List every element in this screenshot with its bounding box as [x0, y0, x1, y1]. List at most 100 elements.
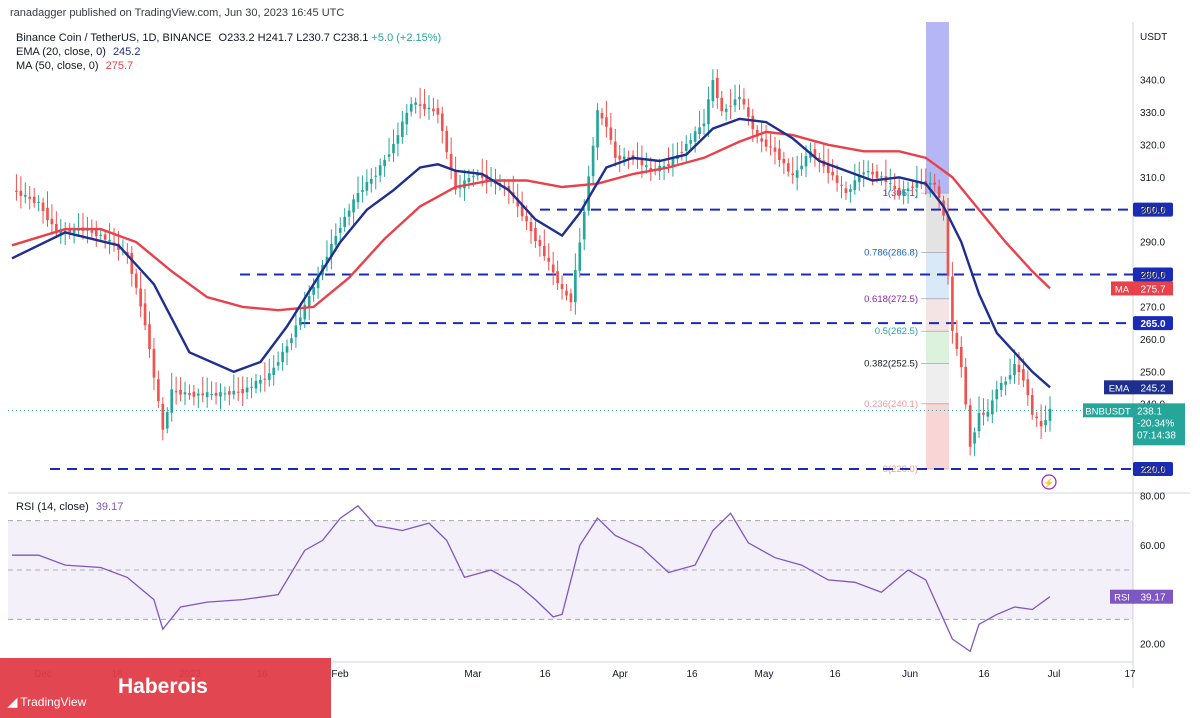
- candle-body: [165, 411, 169, 429]
- candle-body: [871, 171, 874, 175]
- candle-body: [786, 163, 790, 172]
- price-tick-label: 220.0: [1140, 465, 1165, 476]
- candle-body: [285, 346, 289, 353]
- price-tick-label: 310.0: [1140, 173, 1165, 184]
- candle-body: [347, 210, 351, 217]
- candle-body: [28, 196, 32, 199]
- candle-body: [387, 154, 391, 157]
- time-tick-label: Feb: [331, 669, 349, 680]
- candle-body: [436, 108, 440, 115]
- level-tag-label: 265.0: [1140, 319, 1165, 330]
- candle-body: [618, 155, 622, 160]
- candle-body: [254, 380, 258, 389]
- fib-level-label: 0.786(286.8): [864, 247, 918, 258]
- candle-body: [299, 317, 302, 326]
- candle-body: [769, 146, 772, 148]
- candle-body: [818, 157, 821, 160]
- candle-body: [640, 159, 644, 166]
- candle-body: [951, 276, 954, 332]
- close-value: C238.1: [332, 32, 369, 44]
- candle-body: [250, 386, 253, 388]
- candle-body: [959, 346, 963, 368]
- candle-body: [205, 392, 209, 398]
- candle-body: [1039, 420, 1043, 427]
- candle-body: [480, 175, 484, 178]
- candle-body: [880, 176, 883, 178]
- price-tick-label: 290.0: [1140, 238, 1165, 249]
- candle-body: [755, 129, 759, 137]
- candle-body: [520, 204, 524, 217]
- price-tag-change: -20.34%: [1137, 418, 1174, 429]
- ma-legend[interactable]: MA (50, close, 0) 275.7: [16, 59, 133, 73]
- candle-body: [795, 170, 799, 178]
- candle-body: [986, 411, 990, 417]
- candle-body: [1048, 408, 1052, 421]
- candle-body: [534, 228, 537, 242]
- rsi-line: [12, 505, 1051, 653]
- candle-body: [529, 222, 533, 232]
- candle-body: [423, 103, 426, 110]
- candle-body: [392, 143, 395, 154]
- candle-body: [627, 157, 630, 159]
- candle-body: [574, 269, 577, 303]
- candle-body: [578, 242, 582, 271]
- price-tick-label: 270.0: [1140, 302, 1165, 313]
- candle-body: [999, 382, 1003, 391]
- candle-body: [516, 198, 520, 207]
- candle-body: [738, 97, 741, 100]
- symbol-name: Binance Coin / TetherUS, 1D, BINANCE: [16, 32, 212, 44]
- rsi-value-box: [1133, 589, 1173, 604]
- price-tick-label: 280.0: [1140, 270, 1165, 281]
- candle-body: [267, 373, 271, 380]
- candle-body: [99, 234, 103, 236]
- candle-body: [23, 194, 27, 197]
- candle-body: [667, 163, 670, 167]
- level-tag-label: 220.0: [1140, 465, 1165, 476]
- ema-legend[interactable]: EMA (20, close, 0) 245.2: [16, 45, 140, 59]
- candle-body: [698, 127, 701, 135]
- candle-body: [1044, 420, 1047, 426]
- candle-body: [844, 188, 848, 194]
- candle-body: [214, 392, 218, 396]
- candle-body: [405, 112, 409, 125]
- change-value: +5.0 (+2.15%): [371, 32, 442, 44]
- candle-body: [152, 348, 156, 378]
- candle-body: [139, 288, 142, 307]
- candle-body: [374, 175, 378, 177]
- low-value: L230.7: [296, 32, 330, 44]
- candle-body: [148, 324, 151, 349]
- level-tag-280.0: [1133, 267, 1173, 282]
- candle-body: [245, 387, 249, 393]
- candle-body: [223, 393, 227, 395]
- candle-body: [702, 123, 706, 127]
- candle-body: [862, 172, 866, 175]
- tradingview-icon: ◢: [8, 695, 18, 709]
- candle-body: [134, 273, 138, 288]
- candle-body: [715, 77, 719, 98]
- candle-body: [228, 391, 231, 395]
- ma-value: 275.7: [105, 60, 134, 72]
- candle-body: [671, 158, 675, 166]
- candle-body: [835, 175, 839, 184]
- candle-body: [338, 228, 342, 233]
- candle-body: [800, 165, 803, 170]
- time-tick-label: 17: [1124, 669, 1136, 680]
- high-value: H241.7: [257, 32, 294, 44]
- candle-body: [747, 107, 750, 117]
- candle-body: [587, 176, 590, 211]
- price-tick-label: 300.0: [1140, 205, 1165, 216]
- candle-body: [982, 412, 985, 415]
- candle-body: [210, 393, 213, 395]
- candle-body: [1026, 379, 1030, 396]
- candle-body: [977, 413, 981, 432]
- candle-body: [325, 256, 329, 263]
- candle-body: [272, 367, 276, 375]
- candle-body: [1008, 375, 1012, 380]
- candle-body: [826, 163, 830, 173]
- rsi-legend[interactable]: RSI (14, close) 39.17: [16, 500, 123, 514]
- candle-body: [90, 230, 94, 233]
- tradingview-logo[interactable]: ◢ TradingView: [8, 695, 86, 709]
- candle-body: [303, 304, 307, 320]
- fib-extension-zone: [926, 22, 949, 194]
